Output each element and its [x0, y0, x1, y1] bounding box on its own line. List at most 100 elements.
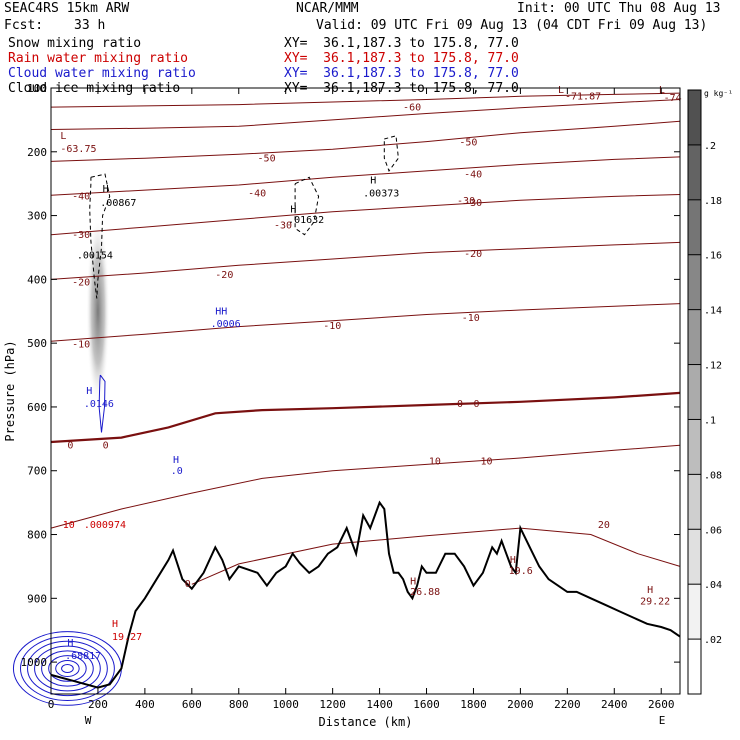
contour-label: 20	[598, 520, 610, 531]
x-tick-label: 2600	[648, 698, 675, 711]
org-label: NCAR/MMM	[296, 1, 359, 16]
contour-label: 10	[429, 456, 441, 467]
shaded-mixing-ratio	[86, 215, 110, 407]
colorbar-segment	[688, 199, 701, 255]
x-tick-label: 1800	[460, 698, 487, 711]
contour-label: .01632	[288, 215, 324, 226]
y-tick-label: 600	[27, 401, 47, 414]
legend-name-snow: Snow mixing ratio	[8, 36, 142, 51]
colorbar-tick-label: .04	[704, 580, 722, 591]
x-tick-label: 800	[229, 698, 249, 711]
contour-label: -74	[664, 93, 682, 104]
legend-xy-snow: XY= 36.1,187.3 to 175.8, 77.0	[284, 36, 519, 51]
x-axis-label: Distance (km)	[319, 715, 413, 729]
legend-xy-rain: XY= 36.1,187.3 to 175.8, 77.0	[284, 51, 519, 66]
colorbar-tick-label: .1	[704, 415, 716, 426]
terrain-line	[50, 500, 681, 689]
y-tick-label: 200	[27, 146, 47, 159]
x-tick-label: 400	[135, 698, 155, 711]
contour-label: L	[60, 131, 66, 142]
x-tick-label: 2200	[554, 698, 581, 711]
temperature-contour	[50, 156, 681, 196]
y-tick-label: 1000	[21, 656, 48, 669]
contour-label: 0	[457, 399, 463, 410]
temperature-contour	[50, 391, 681, 444]
contour-label: -20	[215, 270, 233, 281]
contour-label: -30	[72, 230, 90, 241]
contour-label: .0006	[211, 319, 241, 330]
cloud-water-ring	[41, 650, 94, 687]
x-tick-label: 0	[48, 698, 55, 711]
contour-label: .0146	[84, 399, 114, 410]
contour-label: -10	[462, 313, 480, 324]
contour-label: -20	[464, 249, 482, 260]
colorbar-segment	[688, 639, 701, 694]
cloud-ice-contour	[383, 135, 399, 172]
colorbar-tick-label: .12	[704, 361, 722, 372]
init-time: Init: 00 UTC Thu 08 Aug 13	[517, 1, 721, 16]
contour-label: .000974	[84, 520, 126, 531]
x-end-label-east: E	[659, 714, 666, 727]
colorbar-tick-label: .16	[704, 251, 722, 262]
temperature-contour	[50, 241, 681, 280]
colorbar-segment	[688, 309, 701, 365]
y-tick-label: 800	[27, 529, 47, 542]
colorbar-tick-label: .14	[704, 306, 722, 317]
contour-label: 10	[63, 520, 75, 531]
x-tick-label: 1200	[319, 698, 346, 711]
temperature-contour	[50, 120, 681, 162]
y-tick-label-top: 100	[27, 82, 47, 95]
fcst-value: 33 h	[74, 18, 106, 33]
contour-label: H	[86, 386, 92, 397]
contour-label: -20	[72, 278, 90, 289]
contour-label: -60	[403, 102, 421, 113]
contour-label: .0	[171, 466, 183, 477]
contour-label: H	[173, 455, 179, 466]
colorbar-frame	[687, 89, 702, 695]
contour-label: 0	[103, 440, 109, 451]
legend-name-rain: Rain water mixing ratio	[8, 51, 189, 66]
fcst-label: Fcst:	[4, 18, 44, 33]
model-title: SEAC4RS 15km ARW	[4, 1, 130, 16]
contour-label: -50	[459, 137, 477, 148]
colorbar-tick-label: .06	[704, 525, 722, 536]
colorbar-segment	[688, 254, 701, 310]
cloud-water-ring	[19, 635, 115, 701]
contour-label: H	[103, 184, 109, 195]
y-axis-label: Pressure (hPa)	[3, 340, 17, 441]
contour-label: -40	[464, 169, 482, 180]
contour-label: .00373	[363, 188, 399, 199]
x-tick-label: 1400	[366, 698, 393, 711]
x-tick-label: 200	[88, 698, 108, 711]
x-tick-label: 600	[182, 698, 202, 711]
colorbar-tick-label: .02	[704, 635, 722, 646]
cloud-water-ring	[61, 663, 74, 673]
y-tick-label: 900	[27, 592, 47, 605]
cloud-ice-contour	[89, 173, 111, 299]
contour-label: 19.27	[112, 632, 142, 643]
contour-label: H	[67, 638, 73, 649]
cloud-water-ring	[27, 640, 108, 697]
x-end-label-west: W	[85, 714, 92, 727]
contour-label: -30	[457, 196, 475, 207]
y-tick-label: 700	[27, 465, 47, 478]
legend-name-cloud-water: Cloud water mixing ratio	[8, 66, 196, 81]
contour-label: H	[410, 576, 416, 587]
contour-label: H	[370, 176, 376, 187]
x-tick-label: 2000	[507, 698, 534, 711]
contour-label: -30	[464, 198, 482, 209]
contour-label: 0	[185, 579, 191, 590]
contour-label: 10	[481, 456, 493, 467]
contour-label: -50	[258, 153, 276, 164]
colorbar-segment	[688, 90, 701, 145]
contour-label: .68817	[65, 651, 101, 662]
contour-label: -71.87	[565, 91, 601, 102]
y-tick-label: 400	[27, 273, 47, 286]
colorbar-segment	[688, 419, 701, 475]
contour-label: -30	[274, 220, 292, 231]
colorbar-segment	[688, 529, 701, 585]
contour-label: H	[510, 555, 516, 566]
y-tick-label: 300	[27, 210, 47, 223]
contour-label: 0	[67, 440, 73, 451]
colorbar-segment	[688, 584, 701, 640]
